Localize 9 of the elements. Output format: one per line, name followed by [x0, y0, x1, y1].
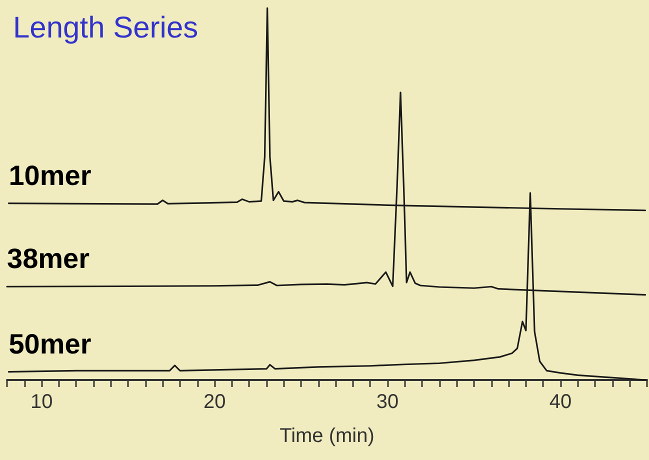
- series-label: 38mer: [7, 243, 90, 274]
- series-label: 10mer: [8, 160, 92, 191]
- x-tick-label: 20: [203, 391, 226, 413]
- x-tick-label: 10: [30, 391, 53, 413]
- x-tick-label: 40: [549, 391, 572, 413]
- x-axis-title: Time (min): [280, 425, 374, 447]
- chart-title: Length Series: [13, 12, 198, 44]
- series-label: 50mer: [8, 328, 92, 360]
- x-tick-label: 30: [376, 391, 399, 413]
